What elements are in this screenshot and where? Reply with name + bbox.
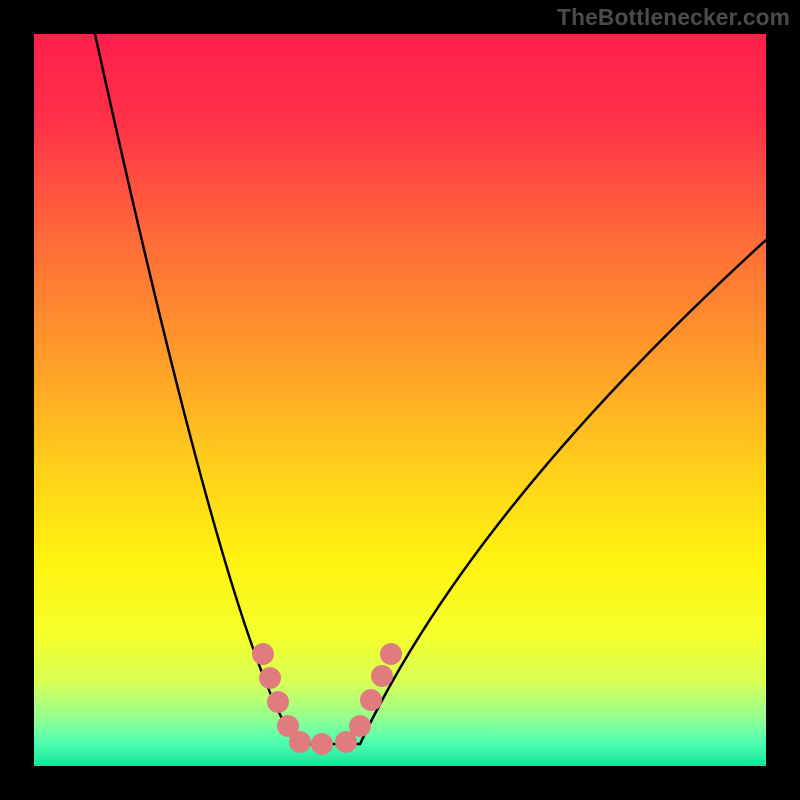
marker-dot (267, 691, 289, 713)
stage: TheBottlenecker.com (0, 0, 800, 800)
chart-svg (0, 0, 800, 800)
marker-dot (360, 689, 382, 711)
marker-dot (371, 665, 393, 687)
marker-dot (252, 643, 274, 665)
marker-dot (311, 733, 333, 755)
marker-dot (349, 715, 371, 737)
marker-dot (259, 667, 281, 689)
marker-dot (380, 643, 402, 665)
watermark-text: TheBottlenecker.com (557, 4, 790, 31)
marker-dot (289, 731, 311, 753)
